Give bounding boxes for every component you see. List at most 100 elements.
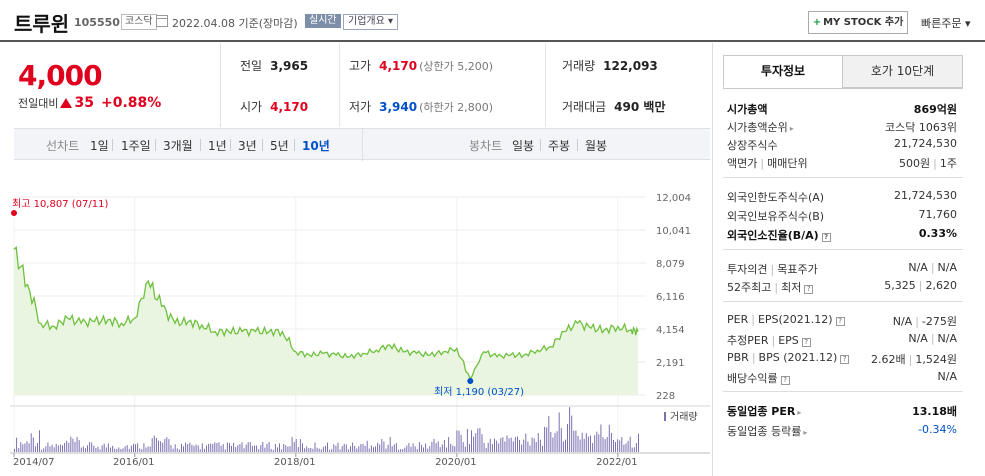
volume-bar [78,440,80,452]
tab-1w[interactable]: 1주일 [121,139,151,153]
volume-bar [166,437,168,452]
pipe-divider: | [933,157,937,170]
volume-bar [116,449,118,452]
volume-bar [535,442,537,452]
tab-3y[interactable]: 3년 [238,139,257,153]
y-tick-label: 2,191 [656,358,685,369]
row-dividend: 배당수익률? N/A [727,370,957,386]
volume-bar [118,447,120,452]
volume-bar [279,443,280,452]
volume-bar [356,448,358,452]
tab-5y[interactable]: 5년 [270,139,289,153]
volume-bar [362,443,364,452]
info-icon[interactable]: ? [801,338,811,347]
side-panel: 투자정보 호가 10단계 시가총액 869억원 시가총액순위 ▸ 코스닥 1063위 … [712,43,985,476]
volume-bar [623,444,625,452]
volume-bar [143,443,145,452]
price-chart[interactable]: 12,004 10,041 8,079 6,116 4,154 2,191 228 2014… [10,168,710,476]
volume-bar [256,445,258,452]
realtime-badge[interactable]: 실시간 [305,14,341,28]
row-value-text: 500원 [899,157,931,170]
info-icon[interactable]: ? [780,376,790,385]
volume-bar [224,449,226,452]
volume-bar [406,445,408,452]
tab-1d[interactable]: 1일 [90,139,109,153]
volume-bar [214,442,216,452]
volume-bar [41,449,43,452]
volume-bar [423,447,424,452]
divider [723,177,963,178]
volume-bar [454,446,456,452]
quote-amount: 거래대금 490 백만 [562,98,665,115]
volume-bar [629,436,631,452]
divider [362,129,363,161]
mystock-add-button[interactable]: + MY STOCK 추가 [808,11,908,34]
volume-bar [408,443,410,452]
volume-bar [318,448,320,452]
volume-bar [506,435,508,452]
volume-bar [579,439,581,452]
info-icon[interactable]: ? [804,285,814,294]
volume-bar [45,446,47,452]
tab-3m[interactable]: 3개월 [163,139,193,153]
row-key-text: 액면가 [727,157,758,170]
volume-bar [254,445,255,452]
volume-bar [379,444,381,452]
volume-bar [287,446,289,452]
volume-bar [189,442,191,452]
row-industry-per[interactable]: 동일업종 PER ▸ 13.18배 [727,403,957,419]
volume-bar [508,438,510,452]
quick-order-button[interactable]: 빠른주문 ▾ [921,17,971,30]
divider [723,301,963,302]
chevron-right-icon: ▸ [789,124,794,133]
invest-info-table: 시가총액 869억원 시가총액순위 ▸ 코스닥 1063위 상장주식수 21,724,5… [723,88,963,476]
volume-bar [187,444,189,452]
volume-bar [546,427,548,452]
tab-10y[interactable]: 10년 [302,139,330,153]
volume-bar [458,430,460,452]
row-value: 2.62배 | 1,524원 [871,351,957,367]
row-key: 외국인한도주식수(A) [727,191,825,204]
volume-bar [598,434,600,452]
info-icon[interactable]: ? [835,317,845,326]
tab-monthly[interactable]: 월봉 [585,139,608,153]
row-52week: 52주최고 | 최저? 5,325 | 2,620 [727,279,957,295]
volume-bar [99,449,101,452]
info-icon[interactable]: ? [821,233,831,242]
tab-order-book[interactable]: 호가 10단계 [842,55,963,88]
pipe-divider: | [908,353,913,366]
volume-bar [206,445,207,452]
row-value: 코스닥 1063위 [885,121,957,134]
volume-bar [385,448,387,452]
volume-bar [604,439,606,452]
change-value: 35 [74,95,94,111]
volume-bar [448,437,450,452]
volume-bar [178,449,180,452]
volume-bar [395,443,397,452]
divider [545,43,546,127]
volume-bar [325,446,326,452]
volume-bar [114,448,116,452]
info-icon[interactable]: ? [840,355,850,364]
volume-bar [571,415,573,452]
volume-bar [51,444,53,452]
volume-bar [183,446,184,452]
row-industry-change[interactable]: 동일업종 등락률 ▸ -0.34% [727,423,957,439]
company-info-button[interactable]: 기업개요 ▾ [343,14,398,30]
volume-bar [68,442,70,452]
row-market-cap-rank[interactable]: 시가총액순위 ▸ 코스닥 1063위 [727,119,957,135]
volume-bar [197,445,199,452]
tab-1y[interactable]: 1년 [208,139,227,153]
volume-bar [412,443,414,452]
tab-weekly[interactable]: 주봉 [548,139,571,153]
volume-bar [466,429,468,452]
volume-bar [316,447,318,452]
tab-daily[interactable]: 일봉 [512,139,535,153]
divider [577,139,578,151]
quote-high: 고가 4,170 (상한가 5,200) [349,57,493,74]
volume-bar [222,444,224,452]
tab-invest-info[interactable]: 투자정보 [723,55,843,88]
volume-bar [74,441,76,452]
volume-bar [519,439,520,452]
volume-bar [139,448,141,452]
